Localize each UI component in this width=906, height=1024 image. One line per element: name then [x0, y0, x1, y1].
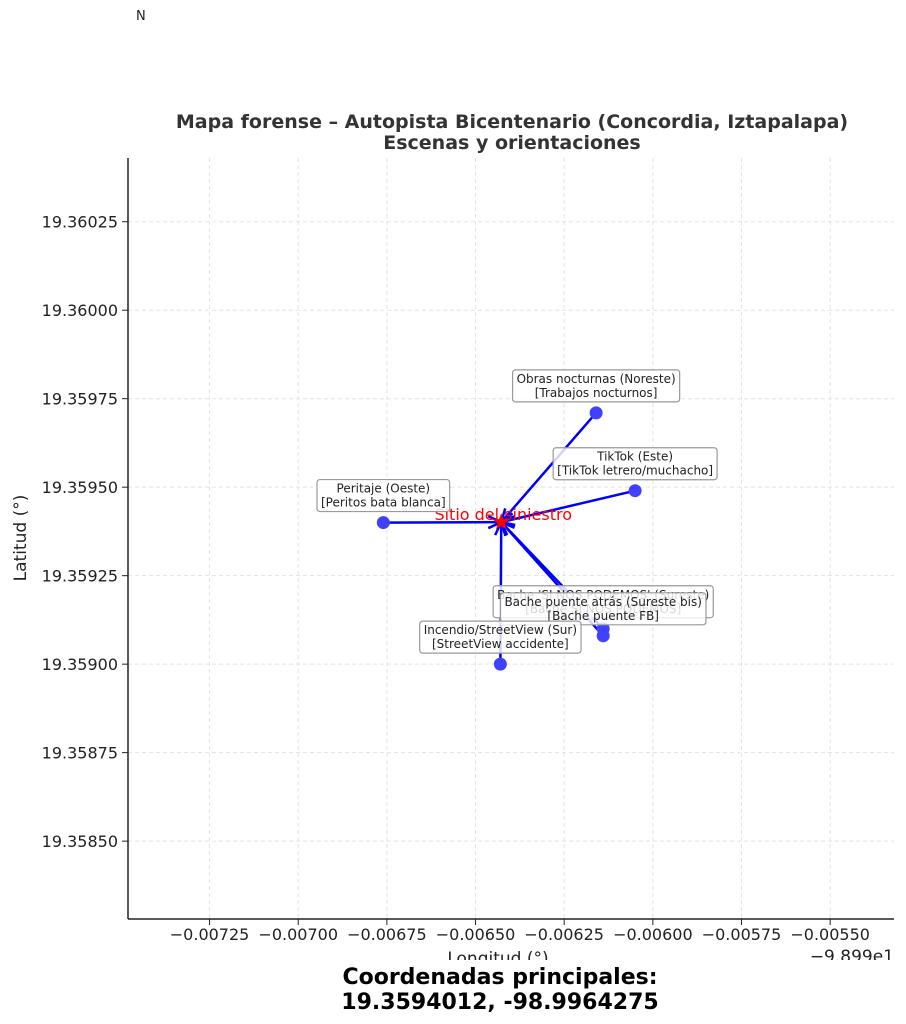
scene-tag: [Peritos bata blanca]: [321, 496, 446, 510]
scene-label-text: TikTok (Este) [TikTok letrero/muchacho]: [557, 450, 713, 478]
y-tick-label: 19.35925: [42, 567, 118, 586]
incident-site-label: Sitio del siniestro: [434, 505, 572, 524]
scene-name: TikTok (Este): [596, 450, 673, 464]
incident-site-star: [492, 513, 510, 530]
scene-label-box: [552, 447, 718, 481]
scene-label-text: Incendio/StreetView (Sur) [StreetView acc…: [424, 623, 577, 651]
scene-label-box: [511, 369, 681, 403]
scene-label-box: [419, 620, 582, 654]
grid-layer: [128, 158, 894, 919]
scene-point: [589, 406, 603, 420]
x-tick-label: −0.00725: [170, 925, 250, 944]
coordinates-caption-line2: 19.3594012, -98.9964275: [341, 990, 659, 1015]
axes-layer: −0.00725 −0.00700 −0.00675 −0.00650 −0.00625…: [42, 158, 894, 944]
scene-tag: [Trabajos nocturnos]: [535, 386, 658, 400]
chart-title: Mapa forense – Autopista Bicentenario (C…: [176, 111, 848, 133]
y-tick-label: 19.36000: [42, 301, 118, 320]
orientation-arrow: [500, 412, 598, 523]
scene-label-box: [316, 478, 451, 513]
label-layer: Sitio del siniestro Obras nocturnas (Nore…: [316, 369, 718, 654]
scene-label-text: Peritaje (Oeste) [Peritos bata blanca]: [321, 482, 446, 510]
orientation-arrow: [500, 489, 636, 524]
y-tick-label: 19.36025: [42, 213, 118, 232]
north-label: N: [136, 9, 146, 24]
x-axis-label: Longitud (°): [447, 949, 548, 960]
scene-tag: [TikTok letrero/muchacho]: [557, 464, 713, 478]
x-tick-label: −0.00700: [258, 925, 338, 944]
scene-label-text: Bache puente atrás (Sureste bis) [Bache p…: [504, 595, 702, 623]
scene-label-text: Obras nocturnas (Noreste) [Trabajos noctu…: [517, 372, 676, 400]
scene-label: Obras nocturnas (Noreste) [Trabajos noctu…: [511, 369, 681, 403]
x-tick-label: −0.00675: [347, 925, 427, 944]
chart-subtitle: Escenas y orientaciones: [383, 132, 641, 154]
y-axis-label: Latitud (°): [11, 495, 31, 582]
y-tick-label: 19.35975: [42, 390, 118, 409]
x-tick-label: −0.00575: [702, 925, 782, 944]
y-tick-label: 19.35950: [42, 478, 118, 497]
x-offset-label: −9.899e1: [810, 947, 894, 960]
scene-name: Bache puente atrás (Sureste bis): [504, 595, 702, 609]
scene-point: [628, 484, 642, 498]
scene-tag: [StreetView accidente]: [432, 637, 569, 651]
coordinates-caption-line1: Coordenadas principales:: [342, 965, 658, 990]
scene-name: Obras nocturnas (Noreste): [517, 372, 676, 386]
scene-point: [596, 629, 610, 643]
scene-tag: [Bache puente FB]: [547, 609, 659, 623]
scene-name: Peritaje (Oeste): [337, 482, 431, 496]
x-tick-label: −0.00625: [524, 925, 604, 944]
y-tick-label: 19.35850: [42, 832, 118, 851]
scene-label-box: [499, 592, 707, 626]
x-tick-label: −0.00600: [613, 925, 693, 944]
scene-label: TikTok (Este) [TikTok letrero/muchacho]: [552, 447, 718, 481]
y-tick-label: 19.35875: [42, 744, 118, 763]
scene-label: Incendio/StreetView (Sur) [StreetView acc…: [419, 620, 582, 654]
point-layer: [376, 406, 642, 671]
scene-label: Bache puente atrás (Sureste bis) [Bache p…: [499, 592, 707, 626]
y-tick-label: 19.35900: [42, 655, 118, 674]
x-tick-label: −0.00650: [436, 925, 516, 944]
forensic-map-chart: Mapa forense – Autopista Bicentenario (C…: [11, 111, 894, 960]
scene-name: Incendio/StreetView (Sur): [424, 623, 577, 637]
x-tick-label: −0.00550: [790, 925, 870, 944]
scene-point: [376, 516, 390, 530]
scene-label: Peritaje (Oeste) [Peritos bata blanca]: [316, 478, 451, 513]
scene-point: [493, 657, 507, 671]
